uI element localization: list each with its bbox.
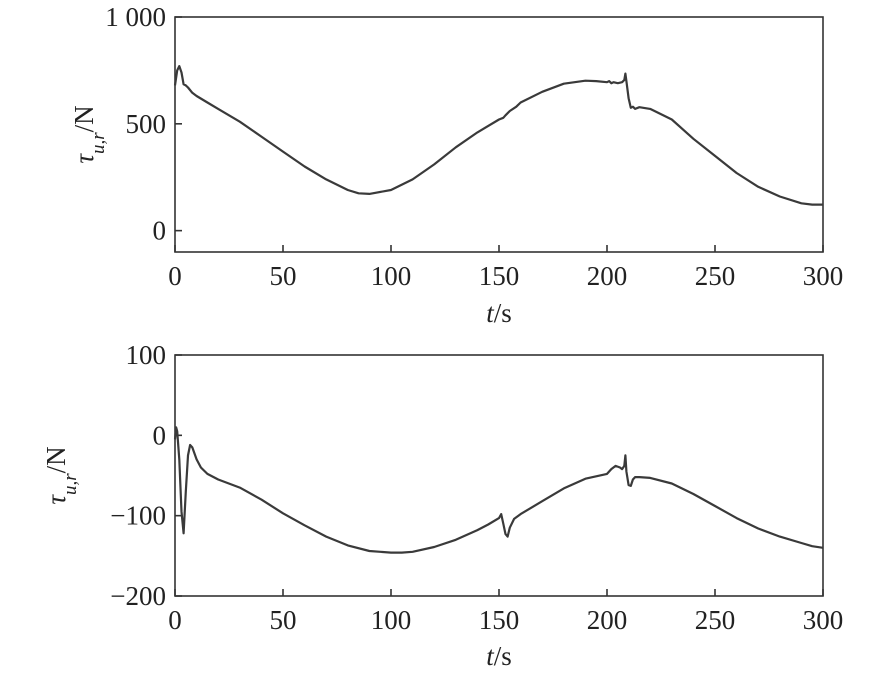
x-tick-label: 0 xyxy=(168,261,182,291)
x-axis-title: t/s xyxy=(486,641,512,671)
x-tick-label: 100 xyxy=(371,605,412,635)
x-tick-label: 250 xyxy=(695,605,736,635)
y-axis-var: τ xyxy=(41,494,71,505)
series-line xyxy=(173,426,824,554)
x-tick-label: 150 xyxy=(479,605,520,635)
y-tick-label: 1 000 xyxy=(105,2,166,32)
chart-bottom-panel: 0 50 100 150 200 250 300 −200 −100 0 100 t/s τu,r… xyxy=(41,340,843,671)
plot-frame xyxy=(174,16,824,253)
y-tick-label: −100 xyxy=(110,501,166,531)
y-tick-label: 500 xyxy=(126,109,167,139)
y-axis-ticks: −200 −100 0 100 xyxy=(110,340,182,611)
x-axis-unit: /s xyxy=(494,641,512,671)
x-axis-ticks: 0 50 100 150 200 250 300 xyxy=(168,589,843,635)
y-tick-label: −200 xyxy=(110,581,166,611)
series-group xyxy=(173,65,823,206)
x-tick-label: 300 xyxy=(803,605,844,635)
series-group xyxy=(173,426,824,554)
y-axis-var: τ xyxy=(69,153,99,164)
x-tick-label: 150 xyxy=(479,261,520,291)
x-tick-label: 50 xyxy=(270,261,297,291)
series-line xyxy=(173,65,823,206)
x-tick-label: 50 xyxy=(270,605,297,635)
x-tick-label: 0 xyxy=(168,605,182,635)
x-axis-title: t/s xyxy=(486,298,512,328)
y-axis-sub: u,r xyxy=(88,132,109,154)
plot-frame xyxy=(174,354,824,597)
chart-top-panel: 0 50 100 150 200 250 300 0 500 1 000 t/s τu,r/N xyxy=(69,2,843,328)
x-tick-label: 300 xyxy=(803,261,844,291)
x-tick-label: 100 xyxy=(371,261,412,291)
x-axis-var: t xyxy=(486,298,495,328)
y-tick-label: 0 xyxy=(153,216,167,246)
y-axis-sub: u,r xyxy=(60,473,81,495)
x-axis-var: t xyxy=(486,641,495,671)
x-axis-unit: /s xyxy=(494,298,512,328)
x-tick-label: 200 xyxy=(587,605,628,635)
y-axis-ticks: 0 500 1 000 xyxy=(105,2,182,246)
y-axis-title: τu,r/N xyxy=(69,105,109,163)
x-axis-ticks: 0 50 100 150 200 250 300 xyxy=(168,245,843,291)
y-axis-unit: /N xyxy=(69,105,99,132)
y-axis-title: τu,r/N xyxy=(41,446,81,504)
y-axis-unit: /N xyxy=(41,446,71,473)
x-tick-label: 250 xyxy=(695,261,736,291)
x-tick-label: 200 xyxy=(587,261,628,291)
y-tick-label: 100 xyxy=(126,340,167,370)
y-tick-label: 0 xyxy=(153,420,167,450)
